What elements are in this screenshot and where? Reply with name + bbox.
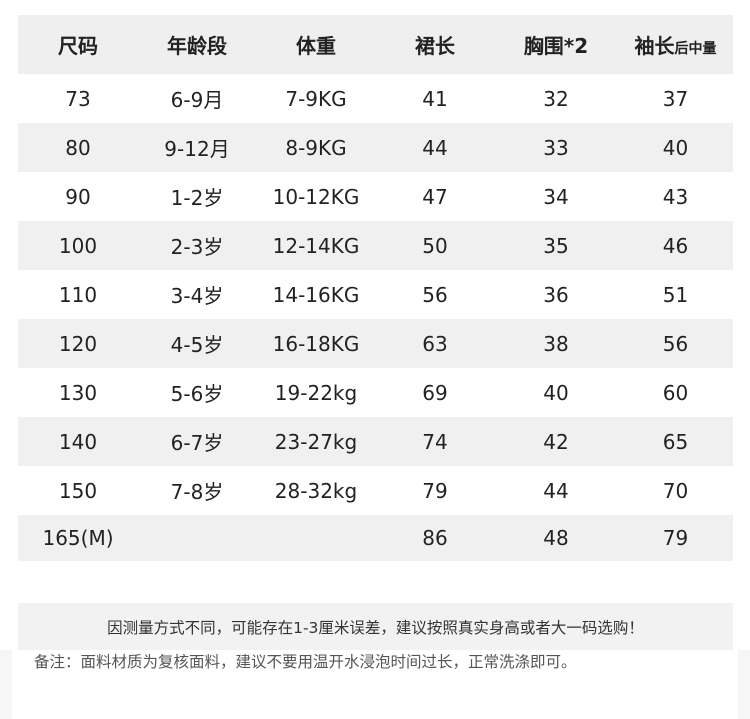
header-dress-length: 裙长: [415, 34, 455, 58]
table-cell: 79: [662, 526, 689, 550]
table-cell: 28-32kg: [274, 478, 358, 503]
table-cell: 86: [422, 526, 448, 550]
table-cell: 48: [543, 526, 569, 550]
header-size: 尺码: [58, 34, 98, 58]
table-cell: 10-12KG: [272, 184, 360, 209]
header-age: 年龄段: [167, 34, 227, 58]
table-cell: 120: [58, 331, 98, 356]
table-cell: 8-9KG: [285, 135, 347, 160]
table-cell: 5-6岁: [170, 382, 224, 406]
table-cell: 60: [662, 380, 689, 405]
table-cell: 2-3岁: [170, 235, 224, 259]
table-cell: 23-27kg: [274, 429, 358, 454]
table-cell: 74: [422, 429, 448, 454]
header-chest: 胸围*2: [523, 34, 589, 58]
table-cell: 40: [662, 135, 689, 160]
table-cell: 69: [422, 380, 448, 405]
table-cell: 14-16KG: [272, 282, 360, 307]
table-row: 150 7-8岁 28-32kg 79 44 70: [18, 466, 733, 515]
table-cell: 65: [662, 429, 689, 454]
table-cell: 12-14KG: [272, 233, 360, 258]
table-cell: 6-9月: [170, 88, 224, 112]
table-row: 110 3-4岁 14-16KG 56 36 51: [18, 270, 733, 319]
table-row: 120 4-5岁 16-18KG 63 38 56: [18, 319, 733, 368]
table-cell: 37: [662, 86, 689, 111]
table-row: 130 5-6岁 19-22kg 69 40 60: [18, 368, 733, 417]
table-cell: 100: [58, 233, 98, 258]
measurement-tip: 因测量方式不同，可能存在1-3厘米误差，建议按照真实身高或者大一码选购！: [18, 603, 733, 650]
table-cell: 7-9KG: [285, 86, 347, 111]
table-cell: 4-5岁: [170, 333, 224, 357]
care-note: 备注：面料材质为复核面料，建议不要用温开水浸泡时间过长，正常洗涤即可。: [34, 653, 577, 671]
table-cell: 35: [543, 233, 569, 258]
table-cell: 50: [422, 233, 448, 258]
table-cell: 43: [662, 184, 689, 209]
table-cell: 130: [58, 380, 98, 405]
table-cell: 44: [422, 135, 448, 160]
table-cell: 46: [662, 233, 689, 258]
table-cell: 56: [662, 331, 689, 356]
table-cell: 44: [543, 478, 569, 503]
table-cell: 63: [422, 331, 448, 356]
table-cell: 90: [65, 184, 91, 209]
table-cell: 3-4岁: [170, 284, 224, 308]
table-cell: 165(M): [42, 526, 114, 550]
table-row: 100 2-3岁 12-14KG 50 35 46: [18, 221, 733, 270]
table-cell: 7-8岁: [170, 480, 224, 504]
table-cell: 16-18KG: [272, 331, 360, 356]
header-sleeve-suffix: 后中量: [674, 41, 717, 57]
table-cell: 140: [58, 429, 98, 454]
table-row: 90 1-2岁 10-12KG 47 34 43: [18, 172, 733, 221]
table-cell: 34: [543, 184, 569, 209]
table-cell: 70: [662, 478, 689, 503]
table-cell: 79: [422, 478, 448, 503]
table-row: 73 6-9月 7-9KG 41 32 37: [18, 74, 733, 123]
size-chart-table: 尺码 年龄段 体重 裙长 胸围*2 袖长后中量 73 6-9月 7-9KG 41 32 3…: [18, 15, 733, 561]
table-cell: 42: [543, 429, 569, 454]
table-cell: 36: [543, 282, 569, 307]
table-row: 80 9-12月 8-9KG 44 33 40: [18, 123, 733, 172]
header-sleeve-label: 袖长: [634, 34, 675, 58]
table-cell: 73: [65, 86, 91, 111]
table-cell: 150: [58, 478, 98, 503]
table-cell: 40: [543, 380, 569, 405]
table-cell: 47: [422, 184, 448, 209]
header-sleeve: 袖长后中量: [618, 30, 733, 59]
table-cell: 9-12月: [164, 137, 230, 161]
header-weight: 体重: [296, 34, 336, 58]
table-row: 165(M) 86 48 79: [18, 515, 733, 561]
table-row: 140 6-7岁 23-27kg 74 42 65: [18, 417, 733, 466]
table-cell: 19-22kg: [274, 380, 358, 405]
table-header: 尺码 年龄段 体重 裙长 胸围*2 袖长后中量: [18, 15, 733, 74]
table-cell: 56: [422, 282, 448, 307]
table-cell: 110: [58, 282, 98, 307]
table-cell: 51: [662, 282, 689, 307]
bottom-area: [0, 650, 750, 719]
table-cell: 41: [422, 86, 448, 111]
table-cell: 38: [543, 331, 569, 356]
table-cell: 80: [65, 135, 91, 160]
table-cell: 1-2岁: [170, 186, 224, 210]
table-cell: 32: [543, 86, 569, 111]
table-cell: 6-7岁: [170, 431, 224, 455]
table-cell: 33: [543, 135, 569, 160]
